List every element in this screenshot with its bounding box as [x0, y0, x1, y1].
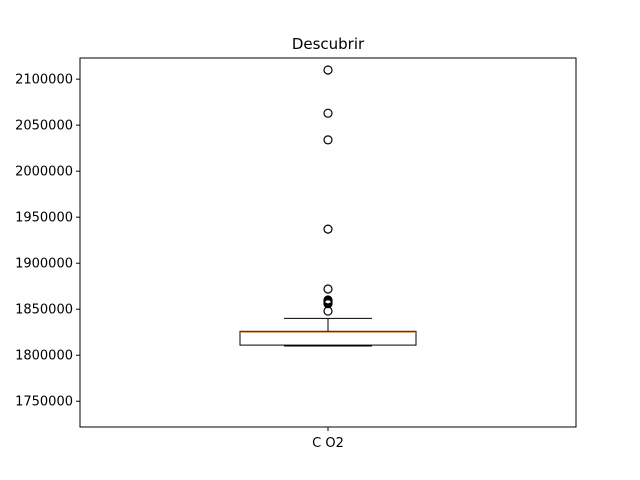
box-series	[239, 65, 417, 347]
outlier-point	[323, 284, 333, 294]
y-axis: 1750000 1800000 1850000 1900000 1950000 20000…	[15, 73, 80, 410]
chart-title: Descubrir	[292, 35, 365, 53]
y-tick-label: 1750000	[15, 395, 73, 410]
outlier-point	[323, 295, 333, 305]
y-tick-label: 1800000	[15, 349, 73, 364]
outlier-point	[323, 135, 333, 145]
y-tick-label: 1950000	[15, 211, 73, 226]
y-tick-label: 2050000	[15, 119, 73, 134]
plot-frame	[79, 57, 577, 428]
box-iqr	[239, 330, 417, 346]
x-axis: C O2	[312, 427, 344, 451]
outlier-point	[323, 224, 333, 234]
y-tick-label: 1850000	[15, 303, 73, 318]
outlier-point	[323, 108, 333, 118]
box-group	[239, 65, 417, 347]
outlier-point	[323, 65, 333, 75]
y-tick-label: 2100000	[15, 73, 73, 88]
y-tick-label: 2000000	[15, 165, 73, 180]
y-tick-label: 1900000	[15, 257, 73, 272]
x-tick-label: C O2	[312, 436, 344, 451]
